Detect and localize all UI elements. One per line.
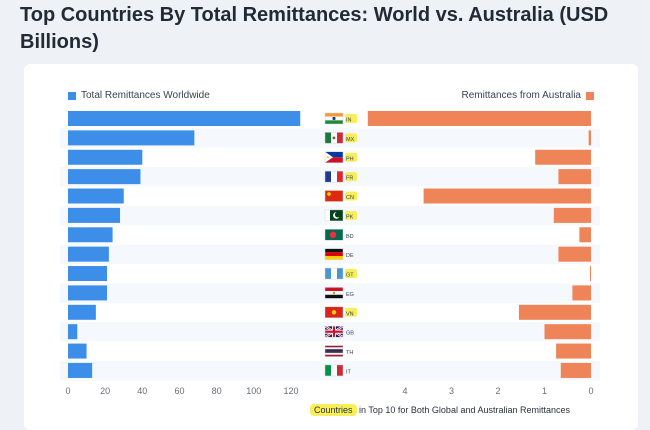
- bar-australia-eg: [572, 285, 591, 301]
- country-highlight: [345, 133, 357, 143]
- left-axis-tick: 0: [65, 386, 70, 396]
- bar-worldwide-mx: [68, 130, 195, 146]
- flag-gt-icon: [324, 267, 344, 280]
- flag-vn-icon: [324, 306, 344, 319]
- country-highlight: [345, 114, 357, 123]
- right-axis-tick: 0: [588, 386, 593, 396]
- footnote-text: in Top 10 for Both Global and Australian…: [359, 405, 571, 415]
- bar-australia-it: [560, 362, 591, 378]
- bar-worldwide-cn: [68, 188, 124, 204]
- country-highlight: [345, 191, 357, 201]
- bar-australia-gb: [544, 324, 591, 340]
- flag-th-icon: [324, 345, 344, 357]
- country-label-it: IT: [346, 369, 352, 375]
- bar-worldwide-ph: [68, 149, 143, 165]
- legend-label-worldwide: Total Remittances Worldwide: [81, 90, 210, 101]
- flag-in-icon: [324, 112, 344, 125]
- right-axis-tick: 1: [542, 386, 547, 396]
- legend-worldwide: Total Remittances Worldwide: [68, 90, 210, 101]
- bar-australia-de: [558, 246, 591, 262]
- country-label-vn: VN: [346, 311, 354, 317]
- bar-australia-pk: [553, 207, 591, 223]
- right-axis-tick: 3: [449, 386, 454, 396]
- right-axis-tick: 4: [402, 386, 407, 396]
- flag-fr-icon: [324, 170, 344, 183]
- bar-australia-bd: [579, 227, 591, 243]
- bar-worldwide-th: [68, 343, 87, 359]
- flag-gb-icon: [324, 325, 344, 339]
- page-title: Top Countries By Total Remittances: Worl…: [20, 4, 609, 53]
- country-highlight: [345, 210, 357, 220]
- left-axis-tick: 40: [137, 386, 147, 396]
- right-axis-tick: 2: [495, 386, 500, 396]
- country-label-bd: BD: [346, 234, 354, 240]
- left-axis-tick: 80: [212, 386, 222, 396]
- legend-label-australia: Remittances from Australia: [461, 90, 582, 101]
- flag-ph-icon: [324, 151, 344, 164]
- bar-worldwide-eg: [68, 285, 108, 301]
- country-label-eg: EG: [346, 292, 354, 298]
- bar-worldwide-de: [68, 246, 109, 262]
- bar-australia-vn: [518, 304, 591, 320]
- bar-worldwide-bd: [68, 227, 113, 243]
- bar-worldwide-gt: [68, 266, 108, 282]
- left-axis-tick: 120: [283, 386, 298, 396]
- country-label-in: IN: [346, 118, 352, 124]
- country-label-gb: GB: [346, 331, 354, 337]
- legend-swatch-worldwide: [68, 91, 76, 100]
- bar-australia-th: [556, 343, 591, 359]
- flag-it-icon: [324, 364, 344, 377]
- country-label-gt: GT: [346, 273, 354, 279]
- country-label-de: DE: [346, 253, 354, 259]
- bar-australia-ph: [535, 149, 591, 165]
- flag-de-icon: [324, 248, 344, 260]
- footnote: Countries in Top 10 for Both Global and …: [310, 404, 571, 416]
- country-highlight: [345, 269, 357, 279]
- bar-worldwide-gb: [68, 324, 78, 340]
- left-axis-tick: 60: [174, 386, 184, 396]
- bar-worldwide-fr: [68, 169, 141, 185]
- left-axis-tick: 100: [246, 386, 261, 396]
- flag-mx-icon: [324, 132, 344, 144]
- legend-australia: Remittances from Australia: [461, 90, 594, 101]
- country-highlight: [345, 152, 357, 162]
- country-highlight: [345, 307, 357, 317]
- bar-worldwide-vn: [68, 304, 96, 320]
- bar-worldwide-in: [68, 111, 301, 126]
- flag-bd-icon: [324, 229, 344, 241]
- bar-worldwide-it: [68, 362, 93, 378]
- bar-australia-gt: [590, 266, 591, 282]
- bar-australia-mx: [588, 130, 591, 146]
- country-label-pk: PK: [346, 214, 354, 220]
- country-highlight: [345, 172, 357, 182]
- bar-australia-cn: [423, 188, 591, 204]
- bar-australia-fr: [558, 169, 591, 185]
- left-axis-tick: 20: [100, 386, 110, 396]
- flag-pk-icon: [324, 209, 344, 222]
- footnote-highlight: Countries: [310, 404, 357, 416]
- bar-australia-in: [367, 111, 591, 126]
- bar-worldwide-pk: [68, 207, 121, 223]
- country-label-cn: CN: [346, 195, 354, 201]
- legend-swatch-australia: [586, 91, 594, 100]
- flag-cn-icon: [324, 190, 344, 202]
- country-label-mx: MX: [346, 137, 355, 143]
- country-label-th: TH: [346, 350, 353, 356]
- country-label-ph: PH: [346, 156, 354, 162]
- flag-eg-icon: [324, 287, 344, 299]
- country-label-fr: FR: [346, 176, 353, 182]
